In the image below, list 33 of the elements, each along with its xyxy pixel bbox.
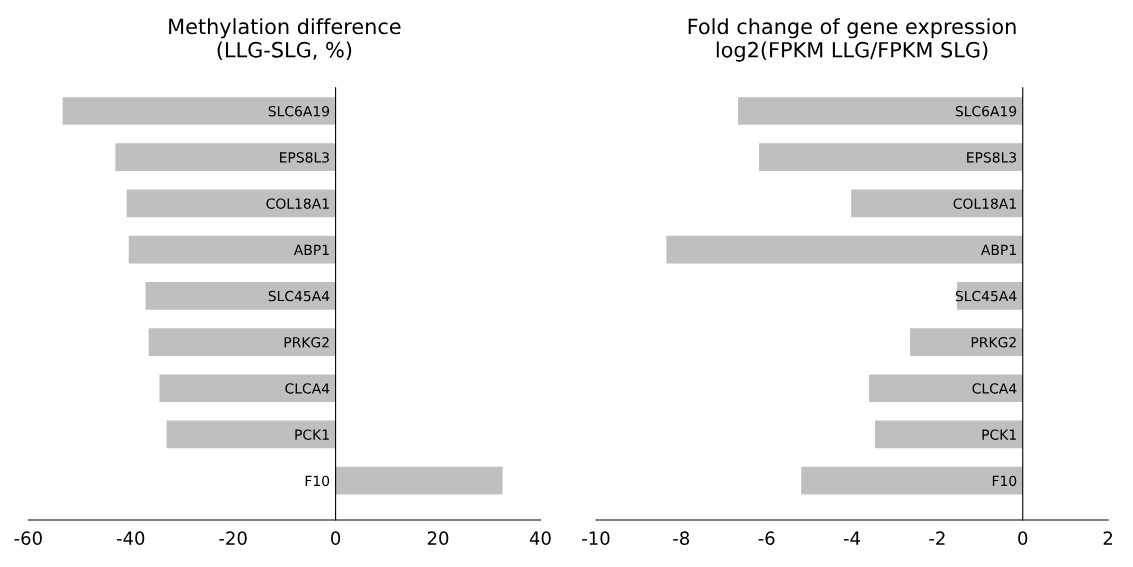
x-tick-label: -6 bbox=[758, 531, 775, 546]
x-tick-label: -8 bbox=[673, 531, 690, 546]
x-tick-label: -10 bbox=[582, 531, 610, 546]
y-tick-label: SLC6A19 bbox=[268, 105, 330, 117]
x-tick-label: -4 bbox=[843, 531, 861, 545]
y-tick-label: F10 bbox=[992, 475, 1017, 487]
y-tick-label: ABP1 bbox=[293, 244, 329, 255]
y-tick-label: PRKG2 bbox=[971, 337, 1016, 348]
y-tick-label: CLCA4 bbox=[972, 383, 1017, 394]
x-tick-label: 40 bbox=[529, 531, 551, 546]
x-tick-label: 20 bbox=[427, 531, 449, 546]
y-tick-label: EPS8L3 bbox=[280, 152, 329, 163]
y-tick-label: ABP1 bbox=[981, 244, 1016, 255]
y-tick-label: PRKG2 bbox=[284, 337, 329, 348]
x-tick-label: -2 bbox=[929, 531, 945, 545]
chart-title: Methylation difference (LLG-SLG, %) bbox=[169, 18, 401, 61]
y-tick-label: PCK1 bbox=[295, 429, 329, 440]
x-tick-label: -60 bbox=[14, 531, 42, 546]
y-tick-label: COL18A1 bbox=[953, 198, 1016, 209]
y-tick-label: SLC6A19 bbox=[955, 105, 1017, 117]
y-tick-label: COL18A1 bbox=[266, 198, 329, 209]
y-tick-label: F10 bbox=[305, 475, 330, 487]
chart-title: Fold change of gene expression log2(FPKM LLG/FPKM SLG) bbox=[688, 18, 1016, 62]
x-tick-label: 0 bbox=[1018, 531, 1028, 546]
x-tick-label: -20 bbox=[219, 531, 247, 546]
x-tick-label: -40 bbox=[116, 531, 145, 546]
y-tick-label: SLC45A4 bbox=[268, 290, 330, 302]
x-tick-label: 2 bbox=[1103, 531, 1113, 545]
y-tick-label: SLC45A4 bbox=[955, 290, 1017, 302]
y-tick-label: EPS8L3 bbox=[967, 152, 1017, 163]
x-tick-label: 0 bbox=[331, 531, 341, 546]
y-tick-label: PCK1 bbox=[982, 429, 1016, 440]
y-tick-label: CLCA4 bbox=[285, 383, 330, 394]
